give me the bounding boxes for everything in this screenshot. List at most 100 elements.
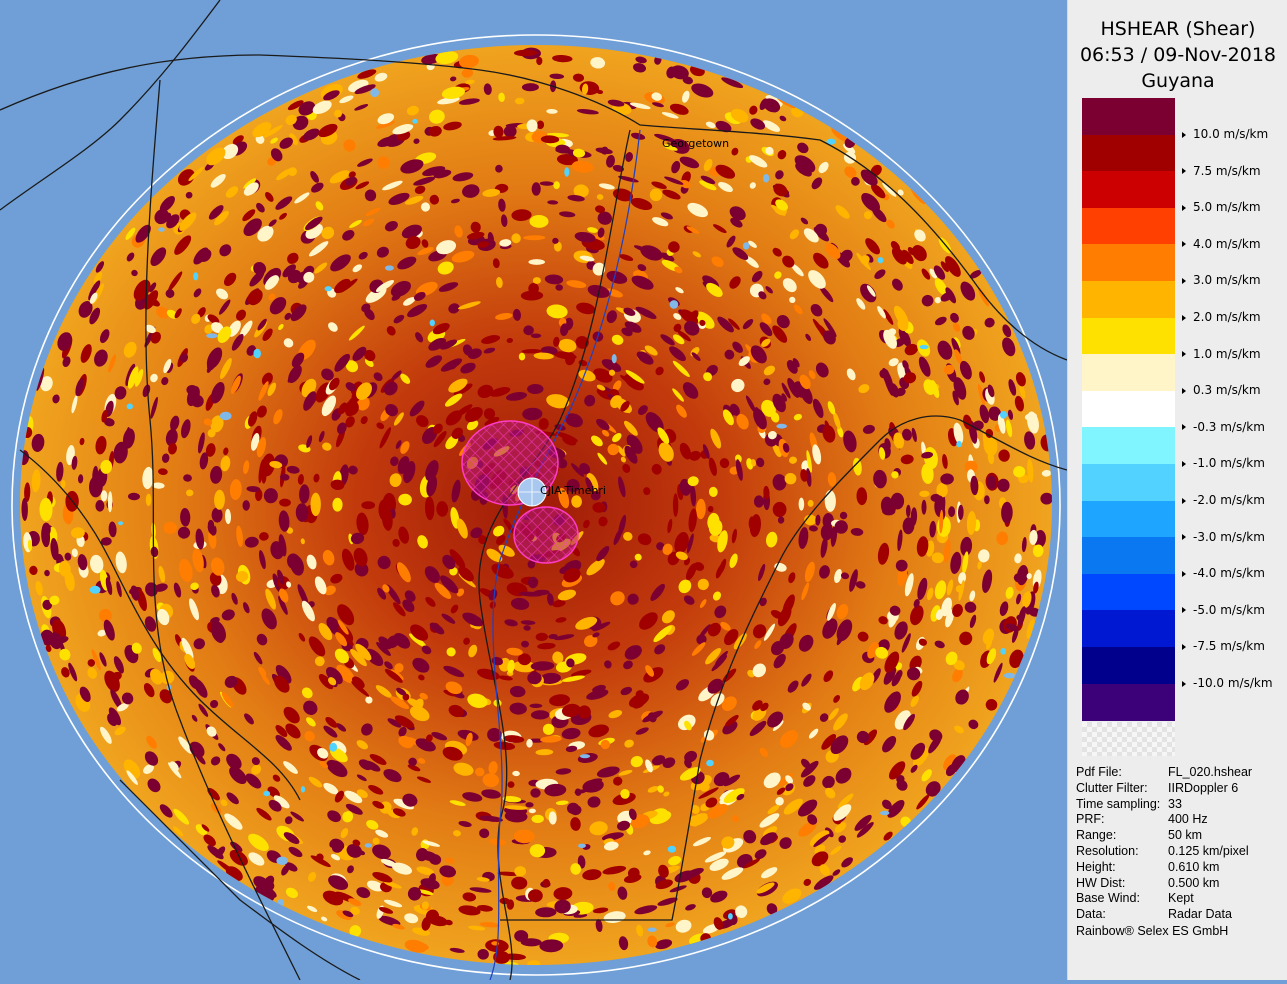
shear-cell	[576, 108, 599, 115]
shear-cell	[786, 360, 798, 374]
shear-cell	[707, 678, 724, 694]
shear-cell	[206, 147, 226, 166]
shear-cell	[29, 565, 38, 575]
shear-cell	[150, 546, 159, 558]
shear-cell	[606, 270, 628, 284]
shear-cell	[537, 642, 556, 650]
shear-cell	[546, 394, 570, 409]
shear-cell	[652, 217, 669, 227]
shear-cell	[896, 774, 905, 784]
shear-cell	[511, 233, 521, 244]
shear-cell	[439, 865, 457, 878]
shear-cell	[697, 578, 709, 591]
legend-label: 1.0 m/s/km	[1182, 347, 1261, 361]
shear-cell	[520, 620, 536, 625]
shear-cell	[290, 811, 304, 822]
shear-cell	[894, 621, 908, 640]
shear-cell	[330, 854, 341, 861]
shear-cell	[703, 158, 713, 172]
shear-cell	[539, 181, 554, 186]
shear-cell	[506, 392, 527, 401]
shear-cell	[651, 181, 667, 190]
shear-cell	[31, 433, 45, 452]
shear-cell	[258, 381, 269, 401]
shear-cell	[201, 824, 210, 832]
shear-cell	[231, 592, 238, 605]
shear-cell	[712, 224, 727, 234]
shear-cell	[527, 576, 539, 589]
shear-cell	[217, 326, 232, 343]
shear-cell	[168, 442, 177, 455]
legend-tick-icon	[1182, 241, 1186, 248]
shear-cell	[283, 338, 294, 348]
shear-cell	[1003, 672, 1016, 679]
border-east-spur	[879, 415, 1068, 471]
shear-cell	[445, 857, 455, 864]
shear-cell	[688, 310, 699, 323]
shear-cell	[467, 348, 482, 360]
shear-cell	[396, 562, 411, 583]
shear-cell	[649, 188, 663, 202]
shear-cell	[879, 368, 889, 378]
shear-cell	[777, 516, 785, 524]
shear-cell	[836, 619, 853, 642]
shear-cell	[278, 323, 284, 331]
shear-cell	[391, 862, 413, 875]
shear-cell	[1033, 581, 1039, 594]
shear-cell	[404, 590, 416, 602]
shear-cell	[986, 638, 993, 650]
shear-cell	[288, 365, 302, 384]
radar-map[interactable]: Georgetown CJIA-Timehri	[0, 0, 1068, 981]
shear-cell	[765, 146, 774, 155]
shear-cell	[412, 118, 418, 124]
shear-cell	[345, 803, 363, 815]
shear-cell	[763, 173, 770, 183]
shear-cell	[349, 925, 362, 938]
shear-cell	[761, 313, 772, 325]
shear-cell	[933, 265, 946, 280]
shear-cell	[92, 465, 99, 484]
shear-cell	[332, 497, 343, 512]
shear-cell	[477, 241, 490, 248]
shear-cell	[185, 191, 193, 199]
shear-cell	[636, 924, 644, 937]
shear-cell	[226, 792, 239, 805]
shear-cell	[558, 487, 570, 509]
shear-cell	[756, 457, 765, 468]
shear-cell	[284, 312, 292, 320]
shear-cell	[261, 453, 275, 477]
shear-cell	[785, 775, 794, 784]
shear-cell	[684, 385, 696, 398]
shear-cell	[443, 665, 465, 678]
shear-cell	[518, 591, 543, 597]
shear-cell	[662, 543, 673, 555]
shear-cell	[530, 333, 542, 339]
shear-cell	[275, 664, 292, 684]
shear-cell	[642, 710, 663, 723]
shear-cell	[655, 939, 673, 950]
shear-cell	[470, 221, 481, 233]
shear-cell	[601, 429, 610, 437]
legend-tick-icon	[1182, 643, 1186, 650]
shear-cell	[270, 541, 284, 560]
shear-cell	[623, 660, 633, 670]
shear-cell	[394, 715, 415, 729]
shear-cell	[653, 625, 672, 643]
shear-cell	[806, 450, 813, 473]
shear-cell	[224, 813, 243, 830]
shear-cell	[378, 636, 392, 650]
shear-cell	[969, 614, 977, 629]
shear-cell	[660, 334, 675, 346]
shear-cell	[969, 269, 982, 279]
shear-cell	[986, 475, 997, 490]
shear-cell	[624, 445, 638, 464]
shear-cell	[690, 485, 697, 507]
shear-cell	[704, 851, 727, 863]
shear-cell	[606, 154, 615, 168]
info-value: FL_020.hshear	[1168, 765, 1253, 779]
shear-cell	[884, 375, 893, 396]
shear-cell	[721, 77, 744, 89]
shear-cell	[256, 633, 268, 646]
shear-cell	[888, 358, 899, 367]
shear-cell	[657, 897, 678, 906]
